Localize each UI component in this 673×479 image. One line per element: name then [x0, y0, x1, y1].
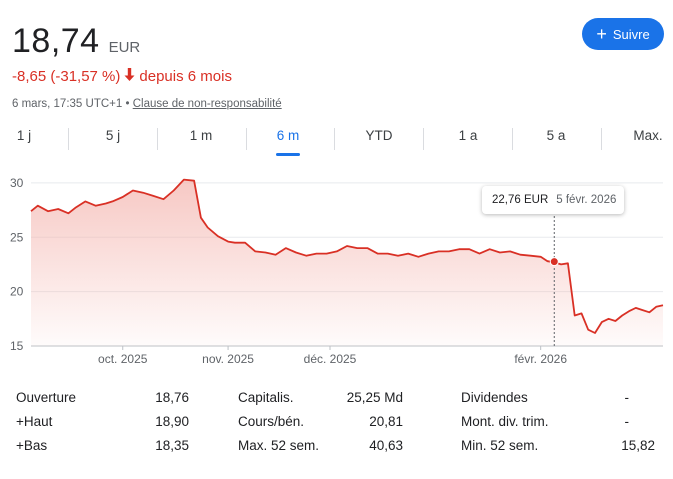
- stat-value: 25,25 Md: [346, 390, 403, 405]
- range-tabs: 1 j 5 j 1 m 6 m YTD 1 a 5 a Max.: [0, 128, 673, 154]
- timestamp: 6 mars, 17:35 UTC+1: [12, 98, 123, 110]
- current-price: 18,74: [12, 22, 100, 60]
- series-area: [31, 179, 663, 346]
- stat-value: -: [624, 390, 630, 405]
- tab-max[interactable]: Max.: [633, 128, 663, 143]
- tab-5y[interactable]: 5 a: [546, 128, 566, 143]
- stat-value: 18,35: [155, 438, 189, 453]
- tab-ytd[interactable]: YTD: [365, 128, 393, 143]
- tab-6m[interactable]: 6 m: [272, 128, 304, 154]
- tab-1y[interactable]: 1 a: [458, 128, 478, 143]
- tooltip-date: 5 févr. 2026: [556, 194, 617, 206]
- tab-divider: [157, 128, 158, 150]
- stat-label: +Bas: [16, 438, 48, 453]
- stat-label: Max. 52 sem.: [238, 438, 320, 453]
- tab-1d[interactable]: 1 j: [16, 128, 32, 143]
- y-tick-label: 25: [10, 230, 24, 244]
- disclaimer-link[interactable]: Clause de non-responsabilité: [132, 98, 282, 110]
- currency-code: EUR: [108, 39, 141, 56]
- stat-label: Mont. div. trim.: [461, 414, 549, 429]
- follow-button[interactable]: + Suivre: [582, 18, 664, 50]
- y-tick-label: 20: [10, 285, 24, 299]
- price-chart[interactable]: 15 20 25 30 oct. 2025 nov. 2025 déc. 2025 févr.…: [0, 168, 673, 373]
- change-value: -8,65 (-31,57 %): [12, 68, 121, 85]
- tab-divider: [512, 128, 513, 150]
- y-tick-label: 30: [10, 176, 24, 190]
- stat-value: 20,81: [369, 414, 403, 429]
- x-tick-label: oct. 2025: [98, 352, 148, 366]
- stat-value: 18,90: [155, 414, 189, 429]
- stat-label: Min. 52 sem.: [461, 438, 539, 453]
- stat-value: 18,76: [155, 390, 189, 405]
- chart-tooltip: 22,76 EUR 5 févr. 2026: [482, 186, 624, 214]
- quote-meta: 6 mars, 17:35 UTC+1 • Clause de non-resp…: [12, 98, 282, 110]
- stat-value: 40,63: [369, 438, 403, 453]
- tab-divider: [246, 128, 247, 150]
- change-period: depuis 6 mois: [139, 68, 232, 85]
- series-line: [30, 178, 664, 334]
- price-change: -8,65 (-31,57 %) depuis 6 mois: [12, 68, 232, 85]
- plus-icon: +: [596, 24, 607, 44]
- cursor-point: [549, 257, 559, 267]
- follow-button-label: Suivre: [612, 26, 650, 42]
- y-tick-label: 15: [10, 339, 24, 353]
- stat-value: 15,82: [621, 438, 655, 453]
- x-tick-label: déc. 2025: [304, 352, 357, 366]
- tab-divider: [68, 128, 69, 150]
- arrow-down-icon: [124, 68, 135, 85]
- stat-label: Cours/bén.: [238, 414, 305, 429]
- x-tick-label: nov. 2025: [202, 352, 254, 366]
- stat-label: Dividendes: [461, 390, 528, 405]
- tab-divider: [334, 128, 335, 150]
- stat-label: Ouverture: [16, 390, 77, 405]
- meta-separator: •: [125, 98, 130, 110]
- tab-divider: [601, 128, 602, 150]
- tab-divider: [423, 128, 424, 150]
- tooltip-price: 22,76 EUR: [492, 194, 549, 206]
- stat-value: -: [624, 414, 630, 429]
- tab-5d[interactable]: 5 j: [105, 128, 121, 143]
- x-tick-label: févr. 2026: [514, 352, 567, 366]
- tab-1m[interactable]: 1 m: [189, 128, 213, 143]
- price-header: 18,74 EUR: [12, 22, 140, 61]
- stat-label: Capitalis.: [238, 390, 294, 405]
- stat-label: +Haut: [16, 414, 53, 429]
